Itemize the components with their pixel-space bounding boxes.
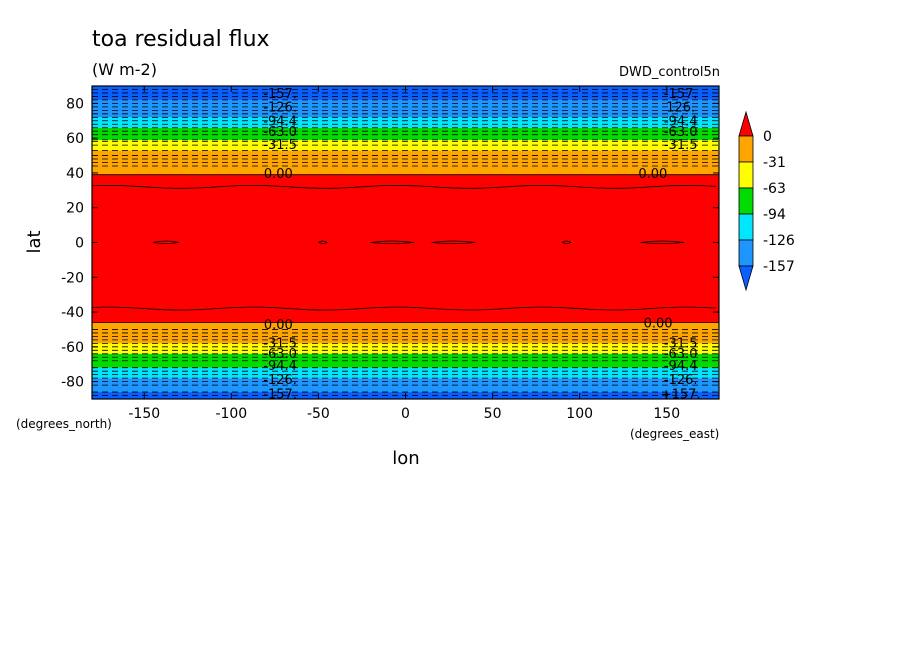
contour-label-11: 0.00	[638, 167, 667, 182]
equator-contour-5	[640, 240, 685, 244]
contour-label-7: -63.0	[664, 125, 698, 140]
band-6	[92, 174, 719, 323]
contour-label-17: -63.0	[664, 347, 698, 362]
y-tick-label-4: 0	[75, 236, 84, 252]
x-tick-label-4: 50	[484, 406, 502, 422]
contour-label-4: -94.4	[263, 115, 297, 130]
contour-label-2: -126.	[263, 101, 297, 116]
chart-title: toa residual flux	[92, 27, 270, 52]
colorbar-label-3: -94	[763, 207, 786, 223]
y-tick-label-8: -80	[61, 375, 84, 391]
y-tick-label-6: -40	[61, 305, 84, 321]
contour-label-12: 0.00	[264, 318, 293, 333]
dataset-label: DWD_control5n	[619, 65, 720, 80]
equator-contour-2	[370, 240, 415, 244]
contour-label-18: -94.4	[263, 359, 297, 374]
x-tick-label-2: -50	[307, 406, 330, 422]
colorbar-segment-5	[738, 239, 754, 267]
heatmap-bands	[92, 86, 719, 399]
y-axis-ticks: 80 60 40 20 0 -20 -40 -60 -80	[61, 96, 719, 391]
x-tick-label-0: -150	[128, 406, 160, 422]
contour-label-5: -94.4	[664, 115, 698, 130]
equator-contour-3	[431, 240, 476, 244]
contour-label-3: 126.	[666, 101, 695, 116]
contour-label-14: -31.5	[263, 336, 297, 351]
contour-line-zero-0	[91, 184, 717, 189]
band-10	[92, 117, 719, 128]
colorbar-label-0: 0	[763, 129, 772, 145]
contour-line-zero-1	[91, 306, 717, 311]
colorbar-bottom-arrow	[738, 265, 754, 292]
contour-label-22: -157.	[263, 388, 297, 403]
band-9	[92, 127, 719, 140]
contour-label-0: -157.	[263, 87, 297, 102]
band-2	[92, 367, 719, 379]
x-axis-label: lon	[392, 448, 419, 469]
y-tick-label-2: 40	[66, 166, 84, 182]
x-tick-label-5: 100	[566, 406, 593, 422]
contour-label-10: 0.00	[264, 167, 293, 182]
x-axis-units: (degrees_east)	[630, 427, 719, 441]
contour-label-15: -31.5	[664, 336, 698, 351]
colorbar-label-4: -126	[763, 233, 795, 249]
band-4	[92, 343, 719, 354]
contour-label-1: -157.	[664, 87, 698, 102]
contour-labels: -157. -157.-126. 126.-94.4 -94.4-63.0 -63.0-…	[263, 87, 700, 403]
colorbar-label-5: -157	[763, 259, 795, 275]
colorbar-label-1: -31	[763, 155, 786, 171]
colorbar-segment-1	[738, 135, 754, 163]
colorbar-label-2: -63	[763, 181, 786, 197]
colorbar-segment-4	[738, 213, 754, 241]
x-tick-label-6: 150	[653, 406, 680, 422]
contour-label-6: -63.0	[263, 125, 297, 140]
x-tick-label-1: -100	[215, 406, 247, 422]
contour-label-8: -31.5	[263, 138, 297, 153]
x-axis-ticks: -150 -100 -50 0 50 100 150	[128, 86, 680, 422]
colorbar-segment-2	[738, 161, 754, 189]
y-tick-label-1: 60	[66, 131, 84, 147]
contour-label-21: -126.	[664, 373, 698, 388]
equator-contour-4	[562, 240, 572, 244]
colorbar: 0 -31 -63 -94 -126 -157	[738, 110, 795, 292]
contour-label-19: -94.4	[664, 359, 698, 374]
equator-contour-1	[318, 240, 328, 244]
y-tick-label-0: 80	[66, 96, 84, 112]
contour-label-16: -63.0	[263, 347, 297, 362]
contour-label-20: -126.	[263, 373, 297, 388]
colorbar-segment-3	[738, 187, 754, 215]
y-axis-label: lat	[24, 230, 45, 253]
y-tick-label-3: 20	[66, 201, 84, 217]
y-tick-label-5: -20	[61, 270, 84, 286]
contour-label-13: 0.00	[644, 316, 673, 331]
contour-label-9: -31.5	[664, 138, 698, 153]
y-axis-units: (degrees_north)	[16, 417, 112, 431]
colorbar-top-arrow	[738, 110, 754, 137]
x-tick-label-3: 0	[401, 406, 410, 422]
band-11	[92, 99, 719, 118]
chart-units: (W m-2)	[92, 60, 157, 79]
y-tick-label-7: -60	[61, 340, 84, 356]
equator-contour-0	[152, 240, 180, 244]
